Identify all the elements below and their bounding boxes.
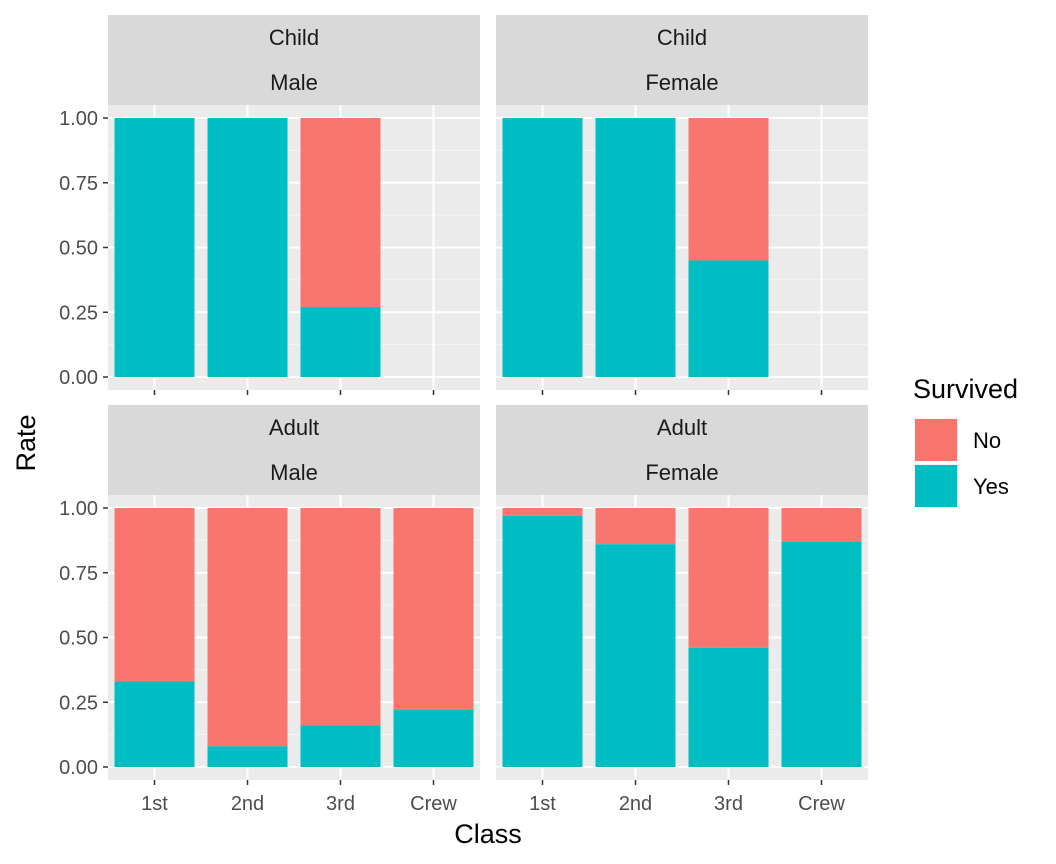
bar-yes (207, 118, 288, 377)
y-tick-label: 0.00 (59, 367, 98, 389)
facet-child-female: Child Female (496, 15, 868, 390)
bar-yes (595, 118, 676, 377)
bar-no (393, 508, 474, 711)
x-tick-label: 2nd (619, 793, 652, 815)
x-tick-label: 1st (141, 793, 168, 815)
facet-strip-col-label: Female (645, 460, 718, 485)
bar-no (595, 508, 676, 545)
legend: Survived No Yes (913, 374, 1018, 508)
legend-label-no: No (973, 428, 1001, 453)
bar-no (688, 118, 769, 261)
bar-yes (393, 710, 474, 767)
x-tick-label: 3rd (326, 793, 355, 815)
bar-yes (114, 681, 195, 767)
x-tick-label: 3rd (714, 793, 743, 815)
y-tick-label: 0.25 (59, 302, 98, 324)
bar-yes (502, 515, 583, 767)
bar-no (781, 508, 862, 542)
legend-title: Survived (913, 374, 1018, 404)
y-tick-label: 0.00 (59, 757, 98, 779)
facet-strip-col-label: Male (270, 70, 318, 95)
x-tick-label: 1st (529, 793, 556, 815)
facet-adult-male: Adult Male (108, 405, 480, 780)
y-tick-label: 0.50 (59, 628, 98, 650)
facet-adult-female: Adult Female (496, 405, 868, 780)
facet-panels: Child Male Child Female Adult Male Adult Female (108, 15, 868, 780)
bar-yes (781, 541, 862, 767)
facet-strip-row-label: Adult (269, 415, 319, 440)
facet-strip-col-label: Female (645, 70, 718, 95)
y-tick-label: 0.25 (59, 692, 98, 714)
bar-yes (688, 647, 769, 767)
bar-yes (300, 725, 381, 767)
facet-strip-col-label: Male (270, 460, 318, 485)
bar-yes (595, 544, 676, 767)
facet-strip (496, 405, 868, 495)
facet-strip (496, 15, 868, 105)
y-axis-title: Rate (11, 414, 41, 471)
x-axis-title: Class (454, 819, 522, 849)
y-tick-label: 0.50 (59, 238, 98, 260)
bar-no (114, 508, 195, 682)
y-tick-label: 1.00 (59, 108, 98, 130)
legend-key-yes (915, 465, 957, 507)
x-tick-label: 2nd (231, 793, 264, 815)
bar-no (207, 508, 288, 747)
bar-yes (207, 746, 288, 767)
facet-strip-row-label: Child (269, 25, 319, 50)
y-tick-label: 0.75 (59, 173, 98, 195)
facet-strip-row-label: Adult (657, 415, 707, 440)
y-tick-label: 1.00 (59, 498, 98, 520)
bar-yes (114, 118, 195, 377)
x-axes: 1st 2nd 3rd Crew 1st 2nd 3rd Crew (141, 390, 845, 815)
bar-no (300, 118, 381, 308)
bar-yes (300, 307, 381, 377)
facet-child-male: Child Male (108, 15, 480, 390)
facet-strip (108, 405, 480, 495)
facet-strip-row-label: Child (657, 25, 707, 50)
bar-yes (502, 118, 583, 377)
y-tick-label: 0.75 (59, 563, 98, 585)
bar-no (300, 508, 381, 726)
bar-yes (688, 260, 769, 377)
y-axes: 0.00 0.25 0.50 0.75 1.00 0.00 0.25 0.50 0.75 1.00 (59, 108, 108, 779)
facet-strip (108, 15, 480, 105)
bar-no (502, 508, 583, 516)
x-tick-label: Crew (410, 793, 457, 815)
x-tick-label: Crew (798, 793, 845, 815)
bar-no (688, 508, 769, 648)
legend-key-no (915, 419, 957, 461)
legend-label-yes: Yes (973, 474, 1009, 499)
